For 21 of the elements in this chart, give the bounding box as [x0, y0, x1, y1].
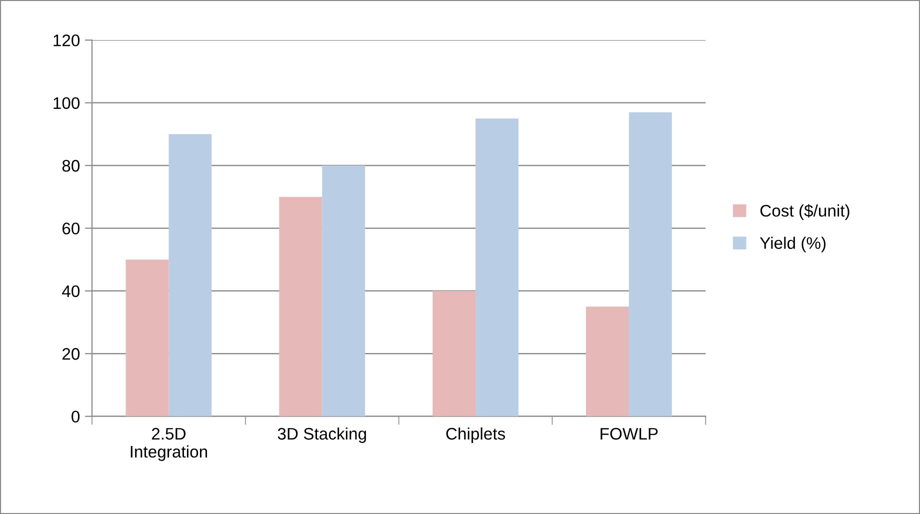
bar	[586, 306, 629, 416]
y-tick-label: 80	[62, 160, 80, 172]
bar	[279, 196, 322, 416]
bar	[322, 166, 366, 416]
y-tick-label: 60	[62, 222, 80, 234]
bar	[432, 290, 476, 416]
x-tick-label: 2.5D Integration	[130, 428, 208, 461]
y-tick-label: 20	[62, 348, 80, 360]
bar	[628, 112, 672, 416]
y-tick-label: 40	[62, 285, 80, 298]
y-tick-label: 100	[54, 97, 80, 110]
legend-label: Cost ($/unit)	[760, 204, 850, 220]
x-tick-label: 3D Stacking	[278, 427, 366, 443]
bar	[168, 134, 212, 416]
x-tick-label: Chiplets	[446, 427, 506, 443]
x-tick-label: FOWLP	[600, 428, 658, 440]
y-tick-label: 120	[54, 34, 80, 46]
bar	[126, 260, 169, 416]
legend-label: Yield (%)	[760, 236, 826, 252]
y-tick-label: 0	[72, 410, 80, 423]
bar	[476, 118, 518, 416]
